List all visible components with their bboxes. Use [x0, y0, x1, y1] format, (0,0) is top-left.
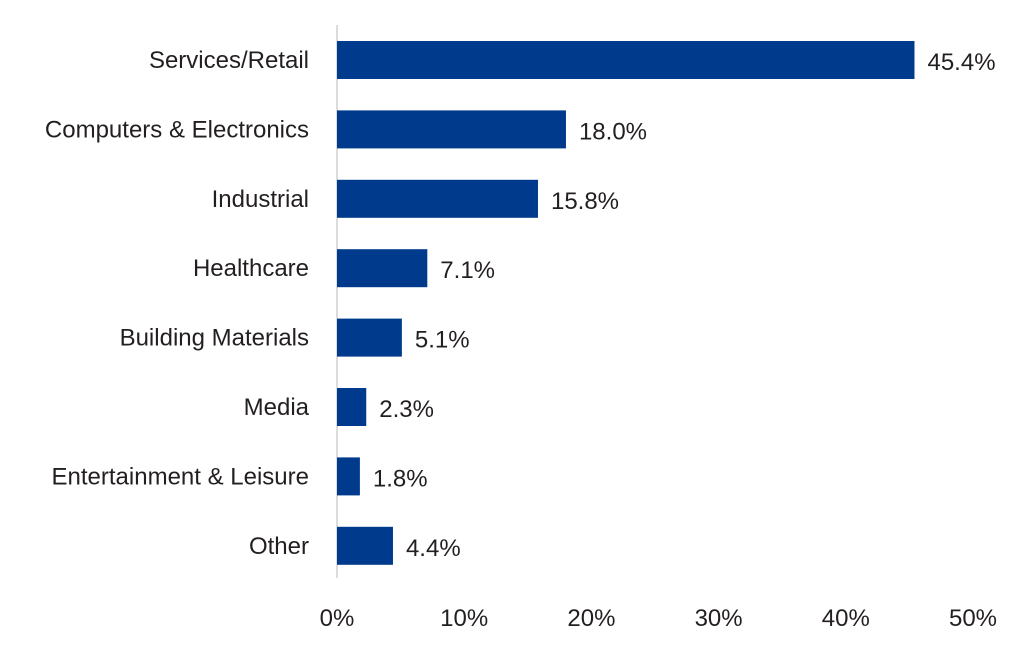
- data-label: 5.1%: [415, 327, 470, 354]
- bar: [337, 41, 915, 79]
- x-tick-label: 50%: [949, 605, 997, 632]
- bar: [337, 318, 402, 357]
- bar: [337, 249, 428, 288]
- category-label: Healthcare: [193, 255, 309, 282]
- bar: [337, 526, 393, 565]
- axis-layer: 0% 10% 20% 30% 40% 50%: [320, 25, 997, 632]
- x-tick-label: 10%: [440, 605, 488, 632]
- bars-layer: [337, 41, 915, 565]
- data-label: 45.4%: [927, 49, 995, 76]
- bar: [337, 110, 566, 149]
- bar: [337, 179, 538, 218]
- category-label: Other: [249, 533, 309, 560]
- category-label: Entertainment & Leisure: [52, 463, 309, 490]
- data-label: 7.1%: [440, 257, 495, 284]
- labels-layer: Services/Retail 45.4% Computers & Electron…: [45, 47, 996, 562]
- data-label: 4.4%: [406, 535, 461, 562]
- x-tick-label: 30%: [695, 605, 743, 632]
- bar: [337, 457, 360, 496]
- category-label: Industrial: [212, 186, 309, 213]
- data-label: 18.0%: [579, 118, 647, 145]
- bar: [337, 388, 367, 426]
- category-label: Computers & Electronics: [45, 116, 309, 143]
- x-tick-label: 0%: [320, 605, 355, 632]
- x-tick-label: 40%: [822, 605, 870, 632]
- category-label: Services/Retail: [149, 47, 309, 74]
- data-label: 2.3%: [379, 396, 434, 423]
- category-label: Media: [244, 394, 310, 421]
- x-tick-label: 20%: [567, 605, 615, 632]
- data-label: 15.8%: [551, 188, 619, 215]
- category-label: Building Materials: [120, 325, 309, 352]
- data-label: 1.8%: [373, 465, 428, 492]
